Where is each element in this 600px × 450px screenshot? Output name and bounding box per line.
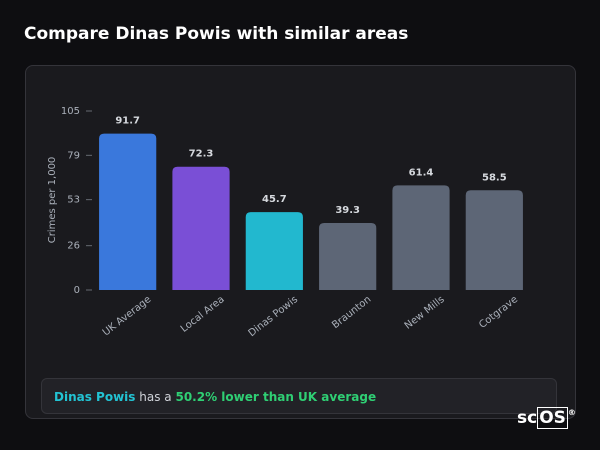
x-tick-label: Local Area <box>179 294 227 335</box>
x-tick-label: Cotgrave <box>477 294 520 331</box>
x-tick-label: UK Average <box>101 294 154 338</box>
y-axis-label: Crimes per 1,000 <box>47 157 58 244</box>
y-tick-label: 79 <box>67 150 80 161</box>
value-label: 58.5 <box>482 172 507 183</box>
value-label: 72.3 <box>189 149 214 160</box>
bar <box>319 223 377 290</box>
bar <box>465 190 523 290</box>
bar <box>392 185 450 290</box>
summary-area: Dinas Powis <box>54 390 136 404</box>
logo-mark: ® <box>567 408 576 417</box>
summary: Dinas Powis has a 50.2% lower than UK av… <box>41 378 557 414</box>
bar <box>245 212 303 290</box>
bar <box>172 166 230 290</box>
logo: sc OS ® <box>517 407 576 429</box>
x-tick-label: New Mills <box>403 294 447 332</box>
x-tick-label: Dinas Powis <box>247 294 300 339</box>
logo-prefix: sc <box>517 408 538 428</box>
value-label: 39.3 <box>335 205 360 216</box>
logo-boxed: OS <box>537 407 568 429</box>
y-tick-label: 53 <box>67 195 80 206</box>
value-label: 61.4 <box>409 167 434 178</box>
summary-comparison: 50.2% lower than UK average <box>175 390 377 404</box>
summary-text: has a <box>139 390 172 404</box>
y-tick-label: 26 <box>67 241 80 252</box>
value-label: 45.7 <box>262 194 287 205</box>
value-label: 91.7 <box>115 116 140 127</box>
y-tick-label: 0 <box>74 285 80 296</box>
y-tick-label: 105 <box>61 106 80 117</box>
x-tick-label: Braunton <box>330 294 373 331</box>
bar <box>99 133 157 290</box>
page-title: Compare Dinas Powis with similar areas <box>24 24 409 44</box>
